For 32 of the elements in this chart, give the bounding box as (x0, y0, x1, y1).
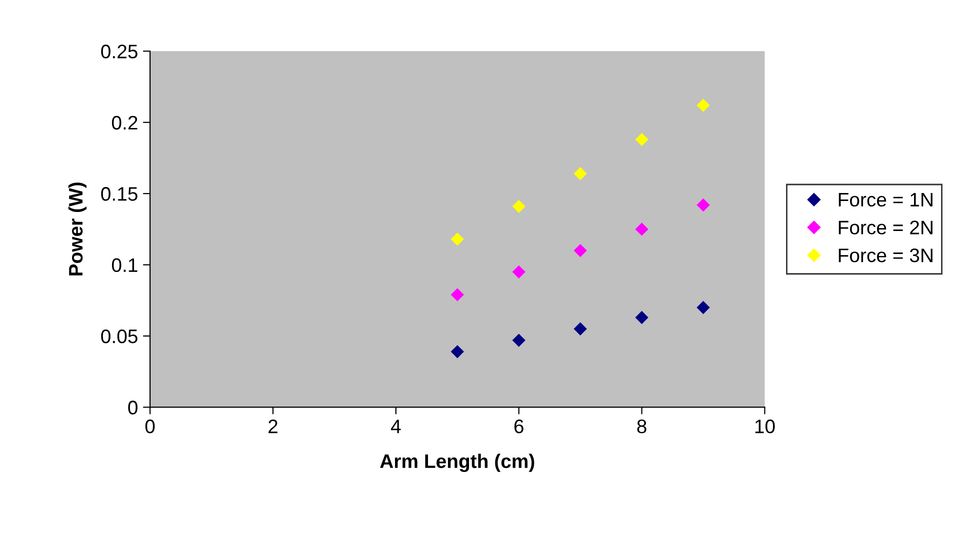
y-tick-label: 0.25 (101, 44, 138, 58)
point (512, 265, 526, 279)
y-tick-label: 0.15 (101, 187, 138, 201)
legend-label: Force = 2N (838, 220, 932, 234)
point (450, 232, 464, 246)
x-tick-label: 10 (755, 420, 775, 434)
point (574, 167, 587, 180)
x-tick-label: 8 (637, 420, 646, 434)
y-tick-label: 0.2 (112, 116, 138, 130)
y-axis-title: Power (W) (68, 182, 87, 276)
x-tick-label: 4 (390, 420, 401, 434)
point (635, 222, 648, 236)
point (574, 244, 587, 258)
point (635, 310, 648, 324)
point (574, 322, 587, 336)
legend-label: Force = 1N (838, 192, 932, 207)
y-tick-label: 0.05 (101, 329, 138, 344)
point (635, 132, 648, 146)
y-tick-label: 0 (128, 400, 138, 414)
point (696, 98, 710, 112)
point (512, 200, 526, 213)
x-tick-label: 2 (268, 420, 278, 434)
legend-label: Force = 3N (838, 248, 932, 262)
x-axis-title: Arm Length (cm) (380, 454, 534, 472)
x-tick-label: 0 (145, 420, 155, 434)
point (696, 300, 710, 314)
x-tick-label: 6 (514, 420, 524, 434)
point (696, 198, 710, 212)
point (450, 345, 464, 358)
point (512, 334, 526, 347)
y-tick-label: 0.1 (112, 258, 138, 272)
point (450, 288, 464, 302)
